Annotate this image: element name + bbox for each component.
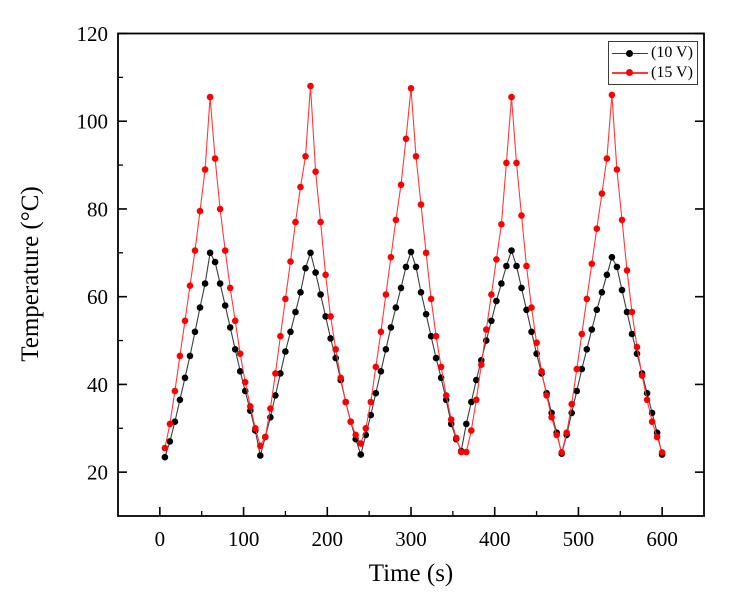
legend-swatch-15v	[612, 68, 648, 77]
legend-entry-15v: (15 V)	[612, 64, 694, 82]
svg-text:120: 120	[77, 22, 109, 46]
svg-text:600: 600	[646, 527, 678, 551]
svg-text:300: 300	[395, 527, 427, 551]
y-axis-title: Temperature (°C)	[17, 186, 44, 362]
svg-text:80: 80	[87, 197, 108, 221]
x-axis-title: Time (s)	[368, 560, 454, 587]
svg-text:60: 60	[87, 285, 108, 309]
svg-text:20: 20	[87, 460, 108, 484]
legend-entry-10v: (10 V)	[612, 44, 694, 62]
svg-text:40: 40	[87, 373, 108, 397]
svg-text:100: 100	[77, 110, 109, 134]
svg-text:100: 100	[228, 527, 260, 551]
legend-swatch-10v	[612, 49, 648, 58]
svg-text:200: 200	[312, 527, 344, 551]
legend-dot-icon	[626, 49, 633, 57]
legend: (10 V) (15 V)	[608, 41, 698, 85]
svg-text:400: 400	[479, 527, 511, 551]
legend-label-10v: (10 V)	[651, 44, 693, 62]
svg-text:500: 500	[563, 527, 595, 551]
legend-label-15v: (15 V)	[651, 63, 693, 81]
legend-dot-icon	[626, 69, 633, 77]
svg-text:0: 0	[155, 527, 166, 551]
